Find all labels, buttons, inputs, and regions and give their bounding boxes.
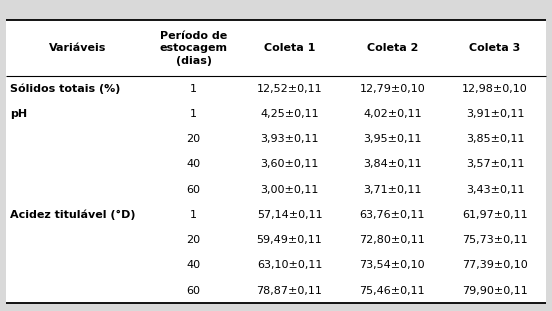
Text: Coleta 3: Coleta 3 [469, 43, 521, 53]
Text: 57,14±0,11: 57,14±0,11 [257, 210, 322, 220]
Text: Variáveis: Variáveis [49, 43, 106, 53]
Text: 3,00±0,11: 3,00±0,11 [261, 185, 319, 195]
Text: 3,57±0,11: 3,57±0,11 [466, 160, 524, 169]
Text: 63,76±0,11: 63,76±0,11 [359, 210, 425, 220]
Text: 20: 20 [187, 134, 200, 144]
Text: Sólidos totais (%): Sólidos totais (%) [10, 84, 120, 94]
Text: 3,91±0,11: 3,91±0,11 [466, 109, 524, 119]
Text: Coleta 2: Coleta 2 [367, 43, 418, 53]
Text: 4,25±0,11: 4,25±0,11 [260, 109, 319, 119]
Text: 4,02±0,11: 4,02±0,11 [363, 109, 422, 119]
Text: 12,98±0,10: 12,98±0,10 [462, 84, 528, 94]
Text: 3,43±0,11: 3,43±0,11 [466, 185, 524, 195]
Text: 75,73±0,11: 75,73±0,11 [462, 235, 528, 245]
Text: 40: 40 [187, 260, 200, 270]
Text: 73,54±0,10: 73,54±0,10 [359, 260, 425, 270]
Text: Acidez titulável (°D): Acidez titulável (°D) [10, 210, 135, 220]
Text: 3,93±0,11: 3,93±0,11 [261, 134, 319, 144]
Text: 78,87±0,11: 78,87±0,11 [257, 285, 322, 296]
Text: 40: 40 [187, 160, 200, 169]
Text: 12,79±0,10: 12,79±0,10 [359, 84, 425, 94]
Text: pH: pH [10, 109, 27, 119]
Text: 61,97±0,11: 61,97±0,11 [462, 210, 528, 220]
Text: 12,52±0,11: 12,52±0,11 [257, 84, 322, 94]
Text: 60: 60 [187, 285, 200, 296]
Text: Período de
estocagem
(dias): Período de estocagem (dias) [160, 31, 227, 66]
Text: 3,60±0,11: 3,60±0,11 [261, 160, 319, 169]
Text: 59,49±0,11: 59,49±0,11 [257, 235, 322, 245]
Text: 20: 20 [187, 235, 200, 245]
Text: 3,85±0,11: 3,85±0,11 [466, 134, 524, 144]
Text: 1: 1 [190, 109, 197, 119]
Text: 77,39±0,10: 77,39±0,10 [462, 260, 528, 270]
Text: 3,84±0,11: 3,84±0,11 [363, 160, 422, 169]
Text: 1: 1 [190, 210, 197, 220]
Text: 1: 1 [190, 84, 197, 94]
Text: 63,10±0,11: 63,10±0,11 [257, 260, 322, 270]
Text: 75,46±0,11: 75,46±0,11 [359, 285, 425, 296]
Text: 3,95±0,11: 3,95±0,11 [363, 134, 422, 144]
Text: 72,80±0,11: 72,80±0,11 [359, 235, 425, 245]
Text: 3,71±0,11: 3,71±0,11 [363, 185, 422, 195]
Text: 79,90±0,11: 79,90±0,11 [462, 285, 528, 296]
Text: Coleta 1: Coleta 1 [264, 43, 315, 53]
Text: 60: 60 [187, 185, 200, 195]
